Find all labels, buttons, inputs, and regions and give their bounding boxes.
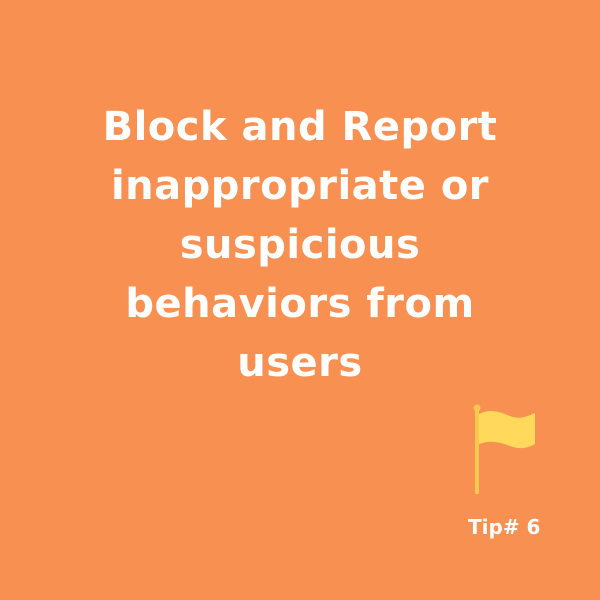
flag-pole <box>475 408 479 494</box>
flag-icon <box>473 404 535 494</box>
headline-line-5: users <box>237 340 363 386</box>
tip-number-label: Tip# 6 <box>468 515 541 539</box>
headline: Block and Report inappropriate or suspic… <box>0 98 600 393</box>
headline-line-1: Block and Report <box>102 104 498 150</box>
headline-line-4: behaviors from <box>125 281 475 327</box>
headline-line-2: inappropriate or <box>110 163 490 209</box>
flag-cloth <box>479 410 535 449</box>
flag-pole-top <box>473 404 481 412</box>
headline-line-3: suspicious <box>179 222 421 268</box>
